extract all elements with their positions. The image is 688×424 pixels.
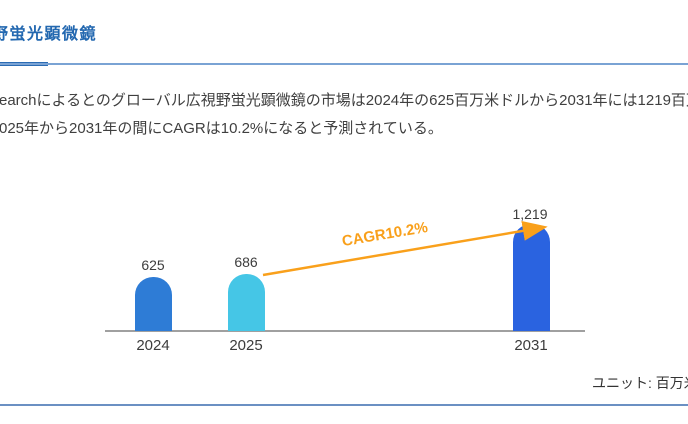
title-underline bbox=[0, 63, 688, 65]
bar-value-2024: 625 bbox=[141, 257, 165, 273]
cagr-arrow bbox=[262, 220, 548, 277]
axis-label-2024: 2024 bbox=[136, 337, 170, 354]
bar-value-2025: 686 bbox=[234, 254, 258, 270]
axis-label-2025: 2025 bbox=[229, 337, 263, 354]
bar-2031 bbox=[513, 224, 550, 331]
unit-note: ユニット: 百万米ドル bbox=[592, 375, 688, 391]
bottom-divider bbox=[0, 404, 688, 406]
bar-value-2031: 1,219 bbox=[512, 206, 548, 222]
bar-2024 bbox=[135, 277, 172, 331]
intro-text-line1: earchによるとのグローバル広視野蛍光顕微鏡の市場は2024年の625百万米ド… bbox=[0, 92, 688, 109]
market-bar-chart: 625 686 1,219 2024 2025 2031 CAGR10.2% bbox=[0, 195, 688, 360]
intro-text-line2: 025年から2031年の間にCAGRは10.2%になると予測されている。 bbox=[0, 120, 443, 137]
bar-2025 bbox=[228, 274, 265, 331]
chart-baseline bbox=[105, 330, 585, 332]
page-title: 野蛍光顕微鏡 bbox=[0, 26, 98, 43]
axis-label-2031: 2031 bbox=[514, 337, 548, 354]
